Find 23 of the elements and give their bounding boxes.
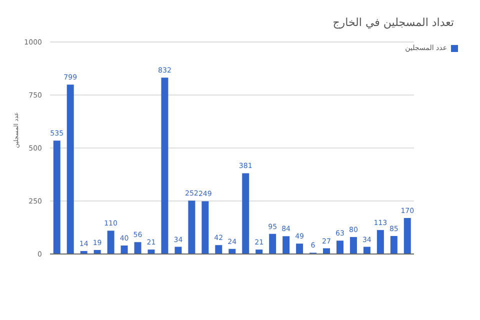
bar [404, 218, 411, 254]
bar [282, 236, 290, 254]
bar [256, 250, 263, 254]
bar [66, 84, 74, 254]
bar [188, 200, 196, 254]
chart-title: تعداد المسجلين في الخارج [332, 16, 454, 29]
bar [53, 140, 60, 254]
bar [296, 244, 304, 254]
bar [148, 250, 155, 254]
bar [390, 236, 398, 254]
bar [161, 78, 168, 254]
bar [107, 230, 114, 254]
bar [202, 201, 209, 254]
bar [269, 234, 276, 254]
bar [174, 246, 182, 254]
bar [134, 242, 142, 254]
bar [376, 230, 384, 254]
bar [363, 246, 370, 254]
bar [120, 246, 128, 254]
bar [242, 173, 250, 254]
bar [350, 237, 357, 254]
bar [336, 240, 344, 254]
bar [215, 245, 222, 254]
